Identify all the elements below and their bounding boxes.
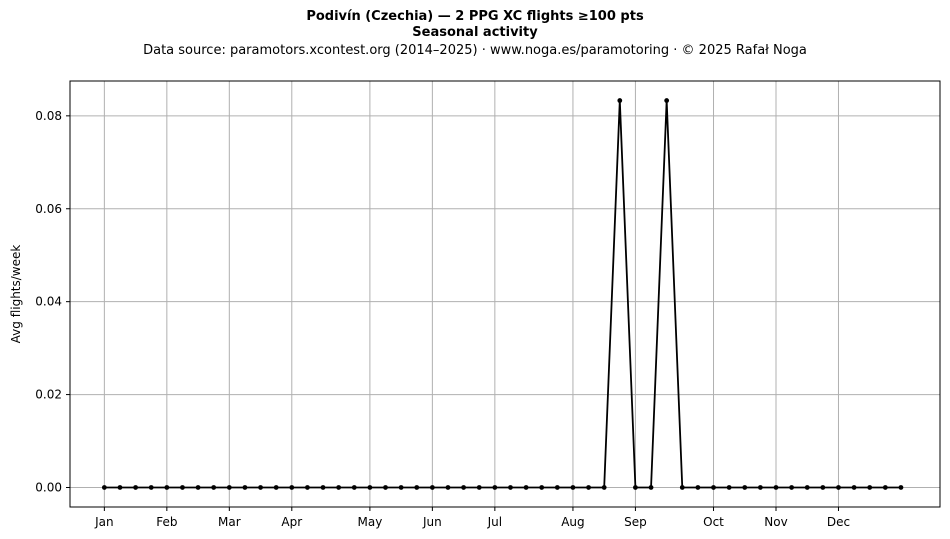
data-point xyxy=(570,485,576,490)
grid xyxy=(70,81,940,507)
data-point xyxy=(898,485,904,490)
data-point xyxy=(414,485,420,490)
data-point xyxy=(164,485,170,490)
data-point xyxy=(601,485,607,490)
data-point xyxy=(195,485,201,490)
series xyxy=(101,98,904,490)
x-tick-label: Jan xyxy=(94,515,114,529)
chart-title-block: Podivín (Czechia) — 2 PPG XC flights ≥10… xyxy=(0,8,950,61)
data-point xyxy=(789,485,795,490)
data-point xyxy=(320,485,326,490)
data-point xyxy=(336,485,342,490)
data-point xyxy=(586,485,591,490)
data-point xyxy=(523,485,529,490)
data-point xyxy=(211,485,217,490)
tick-labels: Jan Feb Mar Apr May Jun Jul Aug Sep Oct Nov Dec 0.00… xyxy=(35,109,850,529)
data-point xyxy=(492,485,498,490)
x-tick-label: Feb xyxy=(156,515,177,529)
y-tick-label: 0.02 xyxy=(35,388,62,402)
data-point xyxy=(539,485,545,490)
data-point xyxy=(273,485,279,490)
data-point xyxy=(351,485,357,490)
chart-source-note: Data source: paramotors.xcontest.org (20… xyxy=(143,43,807,58)
data-point xyxy=(648,485,654,490)
data-point xyxy=(742,485,748,490)
data-point xyxy=(383,485,388,490)
data-point xyxy=(726,485,732,490)
data-point xyxy=(461,485,467,490)
y-tick-label: 0.04 xyxy=(35,295,62,309)
x-tick-label: Oct xyxy=(703,515,724,529)
x-tick-label: Jul xyxy=(487,515,502,529)
data-point xyxy=(398,485,404,490)
data-point xyxy=(711,485,716,490)
data-point xyxy=(226,485,232,490)
data-point xyxy=(117,485,123,490)
data-point xyxy=(554,485,560,490)
data-point xyxy=(508,485,513,490)
plot-frame xyxy=(69,80,941,508)
data-point xyxy=(617,98,623,103)
x-tick-label: Mar xyxy=(218,515,241,529)
series-line xyxy=(104,99,901,489)
data-point xyxy=(367,485,373,490)
y-axis-label: Avg flights/week xyxy=(9,245,23,344)
data-point xyxy=(851,485,857,490)
data-point xyxy=(836,485,841,490)
data-point xyxy=(679,485,685,490)
data-point xyxy=(476,485,482,490)
x-tick-label: Nov xyxy=(764,515,787,529)
data-point xyxy=(445,485,451,490)
x-tick-label: Sep xyxy=(624,515,647,529)
x-tick-label: Jun xyxy=(422,515,442,529)
x-tick-label: Dec xyxy=(827,515,850,529)
data-point xyxy=(757,485,763,490)
data-point xyxy=(242,485,248,490)
x-tick-label: Aug xyxy=(561,515,584,529)
data-point xyxy=(804,485,810,490)
data-point xyxy=(820,485,826,490)
data-point xyxy=(695,485,701,490)
x-tick-label: Apr xyxy=(281,515,302,529)
y-tick-label: 0.00 xyxy=(35,480,62,494)
data-point xyxy=(180,485,185,490)
data-point xyxy=(882,485,888,490)
data-point xyxy=(133,485,139,490)
data-point xyxy=(429,485,435,490)
data-point xyxy=(773,485,779,490)
axes xyxy=(66,80,941,511)
data-point xyxy=(258,485,263,490)
data-point xyxy=(289,485,295,490)
chart-title: Podivín (Czechia) — 2 PPG XC flights ≥10… xyxy=(306,9,644,24)
data-point xyxy=(664,98,670,103)
y-tick-label: 0.06 xyxy=(35,202,62,216)
y-tick-label: 0.08 xyxy=(35,109,62,123)
x-tick-label: May xyxy=(357,515,382,529)
data-point xyxy=(867,485,873,490)
data-point xyxy=(633,485,638,490)
data-point xyxy=(101,485,107,490)
data-point xyxy=(305,485,310,490)
data-point xyxy=(148,485,154,490)
chart-subtitle: Seasonal activity xyxy=(412,25,538,40)
